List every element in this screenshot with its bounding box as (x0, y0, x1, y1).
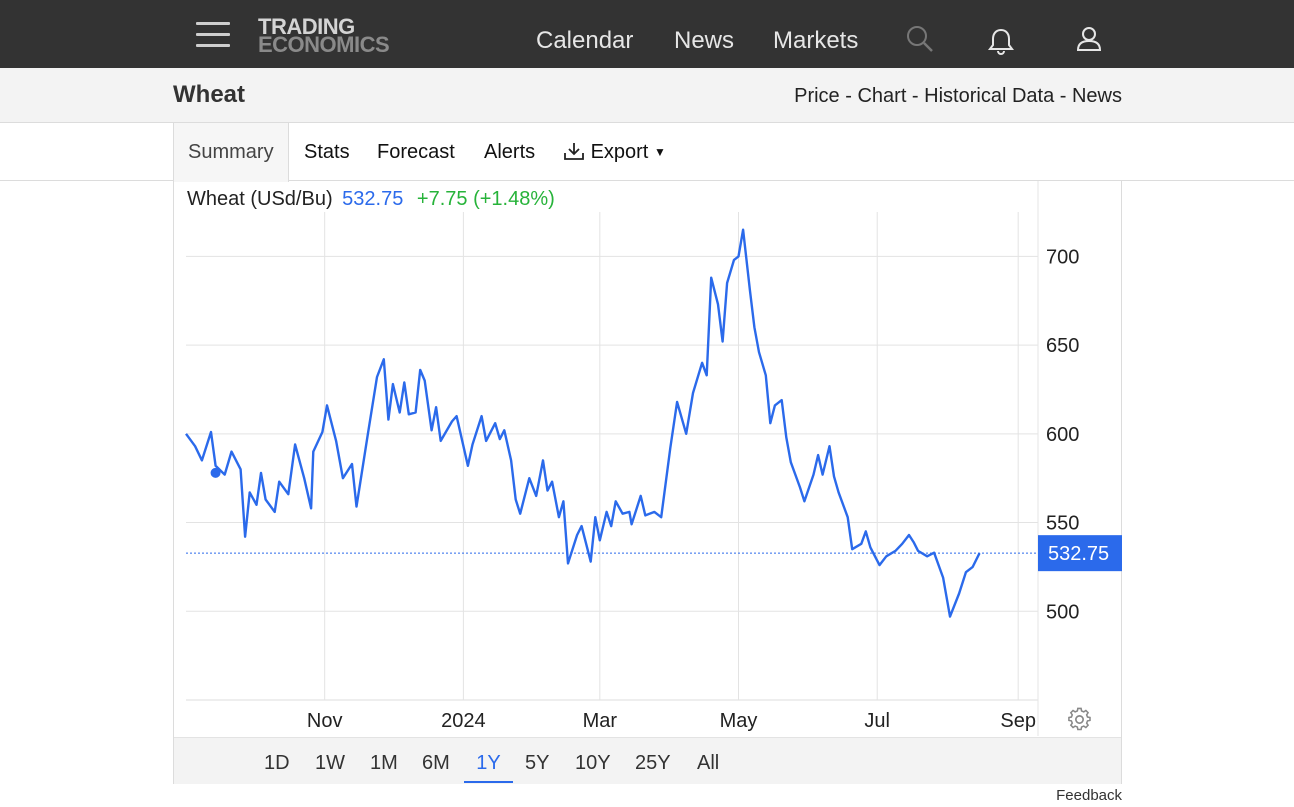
range-10y[interactable]: 10Y (575, 752, 611, 774)
tabs-row: Summary Stats Forecast Alerts Export ▼ (0, 123, 1294, 182)
top-nav: TRADING ECONOMICS Calendar News Markets (0, 0, 1294, 68)
site-logo[interactable]: TRADING ECONOMICS (258, 14, 390, 57)
page-title: Wheat (173, 81, 245, 108)
y-tick-label: 500 (1046, 601, 1079, 623)
series-line (185, 228, 981, 618)
title-bar: Wheat Price - Chart - Historical Data - … (0, 68, 1294, 123)
nav-news[interactable]: News (674, 27, 735, 54)
legend-price: 532.75 (342, 188, 404, 210)
range-25y[interactable]: 25Y (635, 752, 671, 774)
nav-calendar[interactable]: Calendar (536, 27, 634, 54)
range-1d[interactable]: 1D (264, 752, 290, 774)
section-links: Price - Chart - Historical Data - News (794, 85, 1122, 108)
tab-stats[interactable]: Stats (304, 141, 350, 163)
range-6m[interactable]: 6M (422, 752, 450, 774)
x-axis-ticks: Nov 2024 Mar May Jul Sep (307, 710, 1036, 732)
link-news[interactable]: News (1071, 85, 1122, 107)
link-chart[interactable]: Chart (857, 85, 907, 107)
y-tick-label: 700 (1046, 246, 1079, 268)
price-tag-label: 532.75 (1048, 543, 1109, 565)
user-icon[interactable] (1075, 25, 1103, 53)
link-price[interactable]: Price (794, 85, 840, 107)
download-icon (564, 143, 584, 160)
range-5y[interactable]: 5Y (525, 752, 550, 774)
link-separator: - (1054, 85, 1072, 107)
bell-icon[interactable] (988, 27, 1014, 55)
current-price-tag: 532.75 (1038, 535, 1122, 572)
range-1y[interactable]: 1Y (464, 752, 513, 783)
nav-markets[interactable]: Markets (773, 27, 859, 54)
chart-legend: Wheat (USd/Bu) 532.75 +7.75 (+1.48%) (187, 188, 555, 211)
x-tick-label: Jul (864, 710, 890, 732)
range-1m[interactable]: 1M (370, 752, 398, 774)
tab-export[interactable]: Export ▼ (563, 123, 666, 181)
range-all[interactable]: All (697, 752, 720, 774)
grid-lines (186, 181, 1039, 736)
link-historical-data[interactable]: Historical Data (924, 85, 1055, 107)
y-tick-label: 550 (1046, 513, 1079, 535)
legend-series-name: Wheat (USd/Bu) (187, 188, 333, 210)
x-tick-label: May (720, 710, 758, 732)
x-tick-label: Nov (307, 710, 343, 732)
range-1w[interactable]: 1W (315, 752, 345, 774)
x-tick-label: Mar (583, 710, 618, 732)
caret-down-icon: ▼ (653, 145, 666, 159)
settings-gear-icon[interactable] (1067, 707, 1092, 732)
x-tick-label: Sep (1000, 710, 1036, 732)
y-tick-label: 650 (1046, 335, 1079, 357)
tab-forecast[interactable]: Forecast (377, 141, 455, 163)
link-separator: - (839, 85, 858, 107)
range-selector (174, 737, 1121, 784)
legend-change: +7.75 (+1.48%) (416, 188, 555, 210)
tab-alerts[interactable]: Alerts (484, 141, 536, 163)
highlight-point (210, 467, 221, 478)
search-icon[interactable] (905, 24, 935, 54)
logo-line-2: ECONOMICS (258, 32, 390, 57)
y-axis-ticks: 500 550 600 650 700 (1046, 246, 1079, 623)
price-tag-background (1038, 535, 1122, 572)
x-tick-label: 2024 (441, 710, 486, 732)
logo-line-1: TRADING (258, 14, 355, 39)
y-tick-label: 600 (1046, 424, 1079, 446)
link-separator: - (906, 85, 925, 107)
feedback-link[interactable]: Feedback (1056, 787, 1122, 804)
tab-summary[interactable]: Summary (173, 123, 289, 182)
menu-icon[interactable] (196, 22, 230, 48)
export-label: Export (590, 141, 649, 163)
